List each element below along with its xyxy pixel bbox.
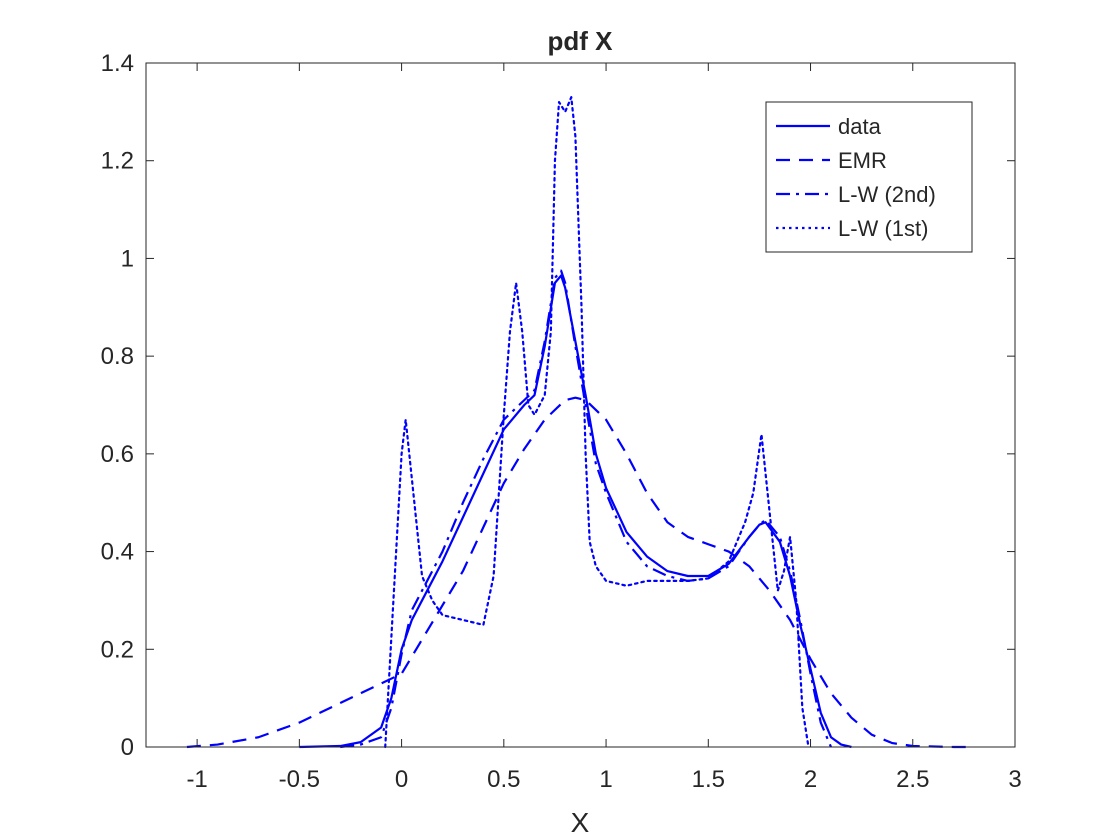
data-layer: [186, 96, 975, 749]
y-tick-label: 0.2: [101, 636, 134, 663]
x-tick-label: -1: [186, 766, 207, 793]
legend-label-1: EMR: [838, 148, 887, 173]
legend-label-0: data: [838, 114, 882, 139]
chart-title: pdf X: [548, 26, 614, 56]
legend-label-3: L-W (1st): [838, 216, 928, 241]
x-tick-label: 1.5: [692, 766, 725, 793]
y-tick-label: 1.2: [101, 148, 134, 175]
x-tick-label: -0.5: [279, 766, 320, 793]
series-line-2: [340, 269, 832, 749]
series-line-1: [186, 396, 975, 749]
series-line-3: [384, 96, 810, 749]
y-tick-label: 0.4: [101, 539, 134, 566]
x-tick-label: 2: [804, 766, 817, 793]
legend-label-2: L-W (2nd): [838, 182, 936, 207]
axes-box: [145, 62, 1016, 748]
x-axis-label: X: [571, 807, 590, 838]
y-tick-label: 1.4: [101, 50, 134, 77]
x-tick-label: 2.5: [896, 766, 929, 793]
series-line-0: [299, 274, 852, 749]
y-tick-label: 0: [121, 734, 134, 761]
x-tick-label: 0.5: [487, 766, 520, 793]
y-tick-label: 1: [121, 245, 134, 272]
legend: data EMR L-W (2nd) L-W (1st): [765, 101, 973, 253]
y-tick-label: 0.8: [101, 343, 134, 370]
x-tick-label: 3: [1008, 766, 1021, 793]
y-tick-label: 0.6: [101, 441, 134, 468]
x-tick-label: 0: [395, 766, 408, 793]
x-tick-label: 1: [599, 766, 612, 793]
ticks-layer: -1 -0.5 0 0.5 1 1.5 2 2.5 3 0 0.2 0.4 0.6 0.8 1 1.2 1.4: [101, 50, 1022, 793]
